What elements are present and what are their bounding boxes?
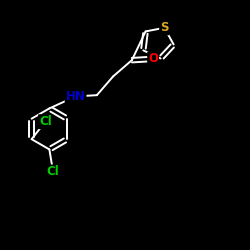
Text: Cl: Cl — [47, 166, 60, 178]
Text: HN: HN — [66, 90, 86, 103]
Text: Cl: Cl — [39, 115, 52, 128]
Text: O: O — [148, 52, 158, 66]
Text: S: S — [160, 21, 168, 34]
